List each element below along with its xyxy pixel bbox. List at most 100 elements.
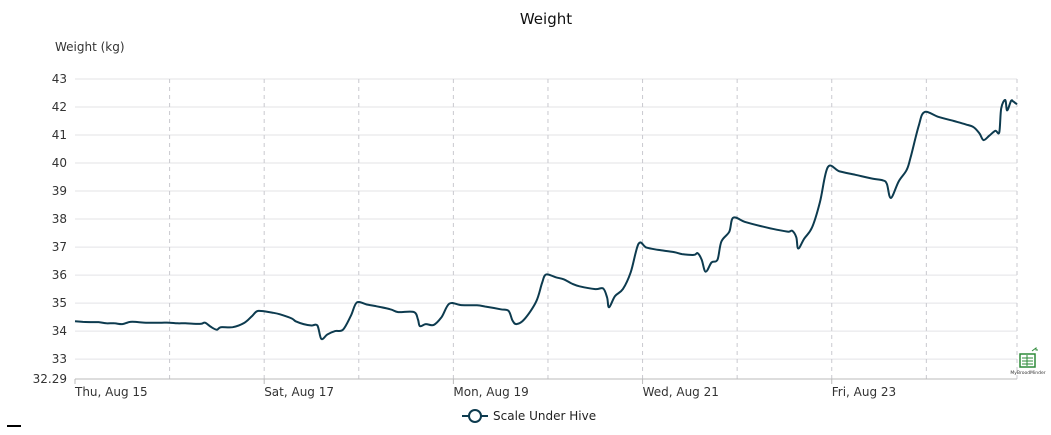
data-point[interactable] xyxy=(603,293,611,301)
data-point[interactable] xyxy=(126,318,134,326)
data-point[interactable] xyxy=(166,319,174,327)
data-point[interactable] xyxy=(353,299,361,307)
data-point[interactable] xyxy=(611,292,619,300)
data-point[interactable] xyxy=(158,319,166,327)
data-point[interactable] xyxy=(1003,106,1011,114)
data-point[interactable] xyxy=(907,153,915,161)
data-point[interactable] xyxy=(254,307,262,315)
data-point[interactable] xyxy=(189,320,197,328)
data-point[interactable] xyxy=(816,198,824,206)
data-point[interactable] xyxy=(605,303,613,311)
data-point[interactable] xyxy=(552,273,560,281)
data-point[interactable] xyxy=(1013,100,1021,108)
data-point[interactable] xyxy=(240,319,248,327)
data-point[interactable] xyxy=(560,275,568,283)
data-point[interactable] xyxy=(576,282,584,290)
data-point[interactable] xyxy=(95,318,103,326)
data-point[interactable] xyxy=(836,167,844,175)
data-point[interactable] xyxy=(103,319,111,327)
data-point[interactable] xyxy=(962,120,970,128)
data-point[interactable] xyxy=(430,321,438,329)
data-point[interactable] xyxy=(512,320,520,328)
data-point[interactable] xyxy=(887,194,895,202)
data-point[interactable] xyxy=(229,323,237,331)
data-point[interactable] xyxy=(87,318,95,326)
data-point[interactable] xyxy=(276,310,284,318)
data-point[interactable] xyxy=(394,308,402,316)
data-point[interactable] xyxy=(473,301,481,309)
data-point[interactable] xyxy=(702,268,710,276)
data-point[interactable] xyxy=(883,180,891,188)
data-point[interactable] xyxy=(950,117,958,125)
data-point[interactable] xyxy=(347,312,355,320)
data-point[interactable] xyxy=(678,250,686,258)
data-point[interactable] xyxy=(173,319,181,327)
data-point[interactable] xyxy=(725,228,733,236)
data-point[interactable] xyxy=(741,218,749,226)
data-point[interactable] xyxy=(142,319,150,327)
data-point[interactable] xyxy=(542,271,550,279)
data-point[interactable] xyxy=(422,320,430,328)
data-point[interactable] xyxy=(323,330,331,338)
data-point[interactable] xyxy=(79,318,87,326)
data-point[interactable] xyxy=(300,320,308,328)
data-point[interactable] xyxy=(118,320,126,328)
data-point[interactable] xyxy=(867,174,875,182)
data-point[interactable] xyxy=(800,235,808,243)
data-point[interactable] xyxy=(445,300,453,308)
data-point[interactable] xyxy=(773,226,781,234)
data-point[interactable] xyxy=(914,123,922,131)
data-point[interactable] xyxy=(670,248,678,256)
data-point[interactable] xyxy=(313,321,321,329)
data-point[interactable] xyxy=(438,313,446,321)
data-point[interactable] xyxy=(386,305,394,313)
data-point[interactable] xyxy=(363,300,371,308)
data-point[interactable] xyxy=(717,237,725,245)
data-point[interactable] xyxy=(627,268,635,276)
data-point[interactable] xyxy=(410,308,418,316)
data-point[interactable] xyxy=(505,307,513,315)
data-point[interactable] xyxy=(995,128,1003,136)
data-point[interactable] xyxy=(792,233,800,241)
data-point[interactable] xyxy=(643,244,651,252)
data-point[interactable] xyxy=(808,223,816,231)
data-point[interactable] xyxy=(217,323,225,331)
data-point[interactable] xyxy=(654,246,662,254)
data-point[interactable] xyxy=(414,315,422,323)
legend-item-scale-under-hive[interactable]: Scale Under Hive xyxy=(493,409,596,423)
data-point[interactable] xyxy=(481,302,489,310)
data-point[interactable] xyxy=(71,317,79,325)
data-point[interactable] xyxy=(713,256,721,264)
data-point[interactable] xyxy=(599,285,607,293)
data-point[interactable] xyxy=(794,244,802,252)
data-point[interactable] xyxy=(268,309,276,317)
data-point[interactable] xyxy=(520,315,528,323)
data-point[interactable] xyxy=(970,123,978,131)
data-point[interactable] xyxy=(591,285,599,293)
data-point[interactable] xyxy=(331,327,339,335)
data-point[interactable] xyxy=(920,108,928,116)
legend[interactable]: Scale Under Hive xyxy=(462,409,596,423)
series-line-scale-under-hive[interactable] xyxy=(74,99,1018,341)
data-point[interactable] xyxy=(181,319,189,327)
data-point[interactable] xyxy=(497,305,505,313)
data-point[interactable] xyxy=(851,171,859,179)
data-point[interactable] xyxy=(134,318,142,326)
data-point[interactable] xyxy=(619,285,627,293)
data-point[interactable] xyxy=(292,317,300,325)
data-point[interactable] xyxy=(339,326,347,334)
data-point[interactable] xyxy=(110,319,118,327)
data-point[interactable] xyxy=(729,214,737,222)
data-point[interactable] xyxy=(824,163,832,171)
data-point[interactable] xyxy=(532,298,540,306)
data-point[interactable] xyxy=(371,302,379,310)
data-point[interactable] xyxy=(568,279,576,287)
data-point[interactable] xyxy=(895,177,903,185)
data-point[interactable] xyxy=(757,222,765,230)
data-point[interactable] xyxy=(903,166,911,174)
data-point[interactable] xyxy=(934,113,942,121)
data-point[interactable] xyxy=(698,256,706,264)
data-point[interactable] xyxy=(150,319,158,327)
data-point[interactable] xyxy=(635,240,643,248)
data-point[interactable] xyxy=(457,301,465,309)
